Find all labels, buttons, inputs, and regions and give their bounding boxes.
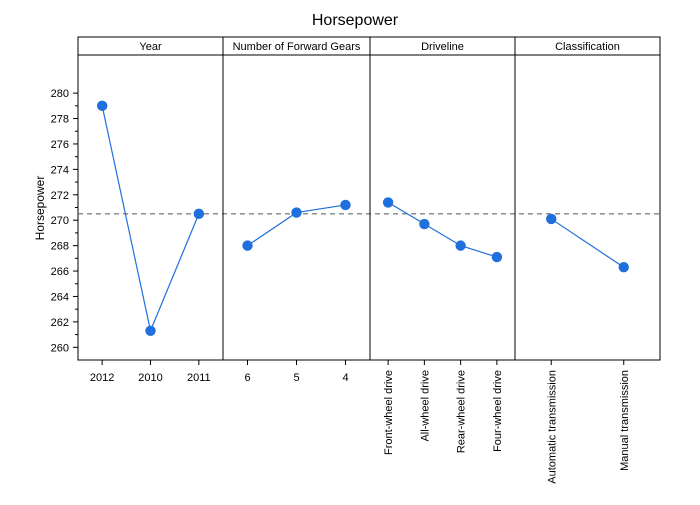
plot-frame <box>77 36 661 361</box>
x-tick-label: 6 <box>244 372 250 384</box>
y-tick-label: 260 <box>51 342 69 354</box>
data-point <box>618 262 629 273</box>
x-tick-label: Manual transmission <box>619 370 631 471</box>
y-tick-label: 274 <box>51 164 69 176</box>
y-tick-label: 276 <box>51 139 69 151</box>
y-tick-label: 266 <box>51 266 69 278</box>
series-line <box>550 218 625 268</box>
x-tick-label: Automatic transmission <box>546 370 558 484</box>
data-point <box>340 199 351 211</box>
y-tick-label: 270 <box>51 215 69 227</box>
x-tick-label: 2011 <box>187 372 211 384</box>
data-point <box>455 240 466 251</box>
x-tick-label: Front-wheel drive <box>383 370 395 455</box>
data-point <box>382 197 394 208</box>
y-tick-label: 278 <box>51 114 69 126</box>
panel-strip-label: Year <box>139 41 162 53</box>
x-tick-label: Rear-wheel drive <box>456 370 468 453</box>
y-tick-label: 264 <box>51 291 69 303</box>
x-tick-label: 5 <box>293 372 299 384</box>
panel-strip-label: Driveline <box>421 41 464 53</box>
data-point <box>546 213 557 225</box>
y-tick-label: 272 <box>51 190 69 202</box>
data-point <box>291 207 302 218</box>
data-point <box>242 240 253 251</box>
x-tick-label: Four-wheel drive <box>492 370 504 452</box>
data-point <box>491 251 503 263</box>
data-point <box>193 208 205 220</box>
x-tick-label: All-wheel drive <box>419 370 431 442</box>
data-point <box>145 325 156 336</box>
panel-strip-label: Number of Forward Gears <box>233 41 361 53</box>
y-tick-label: 262 <box>51 317 69 329</box>
data-point <box>96 100 108 112</box>
y-tick-label: 268 <box>51 241 69 253</box>
x-tick-label: 4 <box>342 372 348 384</box>
series-line <box>101 105 200 333</box>
panel-strip-label: Classification <box>555 41 620 53</box>
y-axis-title: Horsepower <box>33 176 47 241</box>
x-tick-label: 2010 <box>138 372 162 384</box>
series-line <box>387 201 498 258</box>
chart-title: Horsepower <box>312 12 399 29</box>
data-point <box>419 218 430 230</box>
x-tick-label: 2012 <box>90 372 114 384</box>
y-tick-label: 280 <box>51 88 69 100</box>
